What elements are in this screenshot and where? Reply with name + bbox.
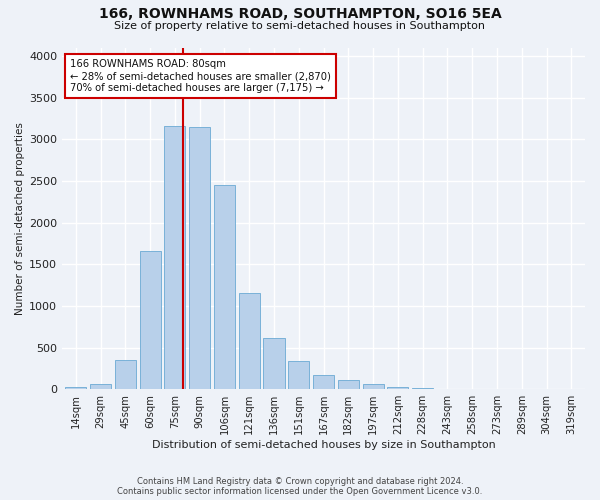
X-axis label: Distribution of semi-detached houses by size in Southampton: Distribution of semi-detached houses by … xyxy=(152,440,496,450)
Bar xyxy=(437,388,458,389)
Text: Size of property relative to semi-detached houses in Southampton: Size of property relative to semi-detach… xyxy=(115,21,485,31)
Bar xyxy=(313,374,334,389)
Text: 166, ROWNHAMS ROAD, SOUTHAMPTON, SO16 5EA: 166, ROWNHAMS ROAD, SOUTHAMPTON, SO16 5E… xyxy=(98,8,502,22)
Y-axis label: Number of semi-detached properties: Number of semi-detached properties xyxy=(15,122,25,315)
Bar xyxy=(90,384,111,389)
Text: Contains HM Land Registry data © Crown copyright and database right 2024.
Contai: Contains HM Land Registry data © Crown c… xyxy=(118,476,482,496)
Bar xyxy=(263,338,284,389)
Bar xyxy=(239,294,260,389)
Bar xyxy=(115,360,136,389)
Bar xyxy=(388,386,409,389)
Bar xyxy=(189,127,210,389)
Bar xyxy=(65,387,86,389)
Bar xyxy=(362,384,383,389)
Bar xyxy=(288,361,310,389)
Bar xyxy=(140,251,161,389)
Bar xyxy=(214,185,235,389)
Bar xyxy=(412,388,433,389)
Bar xyxy=(164,126,185,389)
Text: 166 ROWNHAMS ROAD: 80sqm
← 28% of semi-detached houses are smaller (2,870)
70% o: 166 ROWNHAMS ROAD: 80sqm ← 28% of semi-d… xyxy=(70,60,331,92)
Bar xyxy=(338,380,359,389)
